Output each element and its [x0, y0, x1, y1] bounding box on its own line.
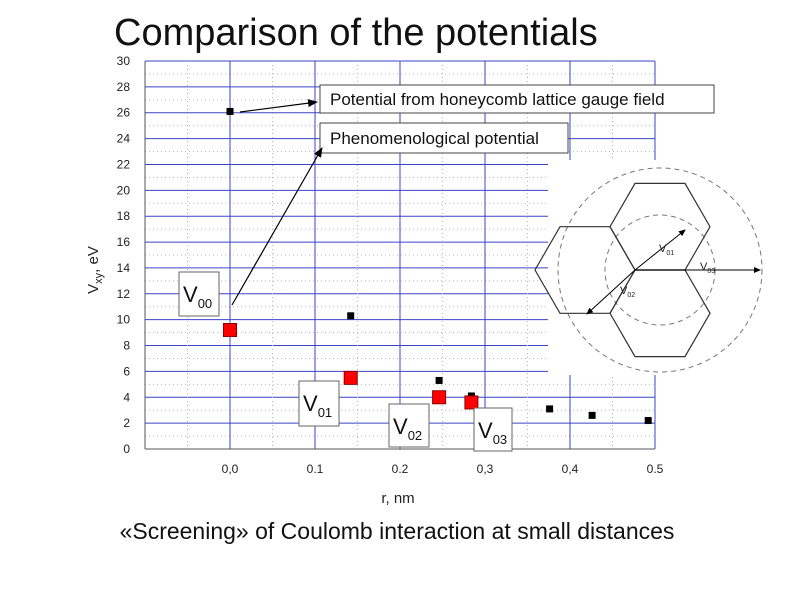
honeycomb-series-label-text: Potential from honeycomb lattice gauge f… — [330, 90, 665, 109]
point-label-frame — [388, 403, 430, 448]
y-tick-label: 28 — [117, 80, 131, 94]
y-tick-label: 4 — [123, 390, 130, 404]
y-tick-label: 0 — [123, 442, 130, 456]
x-tick-label: 0.5 — [647, 462, 664, 476]
honeycomb-series-label-frame — [319, 84, 715, 114]
honeycomb-point-2 — [435, 376, 443, 384]
slide-caption: «Screening» of Coulomb interaction at sm… — [119, 518, 675, 544]
point-label-03: V03 — [473, 407, 513, 452]
phenomenological-label-arrow — [231, 147, 323, 306]
honeycomb-label-arrow — [239, 99, 318, 113]
honeycomb-point-4 — [546, 405, 554, 413]
phenomenological-point-1 — [343, 370, 358, 385]
x-tick-label: 0,3 — [477, 462, 494, 476]
phenomenological-point-3 — [464, 395, 479, 410]
inset-label-03: V03 — [700, 261, 715, 275]
x-tick-label: 0.2 — [392, 462, 409, 476]
y-tick-label: 10 — [117, 313, 131, 327]
slide-title: Comparison of the potentials — [114, 12, 598, 54]
point-label-text: V00 — [183, 282, 212, 311]
v02-arrow — [586, 269, 636, 315]
point-label-text: V03 — [478, 418, 507, 447]
y-tick-label: 2 — [123, 416, 130, 430]
x-tick-label: 0.1 — [307, 462, 324, 476]
point-label-text: V02 — [393, 414, 422, 443]
y-tick-label: 8 — [123, 339, 130, 353]
y-tick-label: 16 — [117, 235, 131, 249]
honeycomb-point-5 — [588, 411, 596, 419]
inset-label-01: V01 — [659, 243, 674, 257]
point-label-frame — [473, 407, 513, 452]
y-tick-label: 18 — [117, 209, 131, 223]
y-tick-label: 30 — [117, 54, 131, 68]
point-label-02: V02 — [388, 403, 430, 448]
y-tick-label: 20 — [117, 183, 131, 197]
hexagon-inset: V01 V02 V03 — [534, 160, 763, 375]
y-tick-label: 14 — [117, 261, 131, 275]
phenomenological-series-label: Phenomenological potential — [319, 122, 569, 154]
y-tick-label: 6 — [123, 364, 130, 378]
inset-label-02: V02 — [620, 285, 635, 299]
point-label-frame — [178, 271, 220, 317]
phenomenological-series-label-text: Phenomenological potential — [330, 129, 539, 148]
inset-background — [548, 160, 760, 375]
point-label-01: V01 — [298, 380, 340, 427]
y-tick-label: 22 — [117, 157, 131, 171]
x-axis-label: r, nm — [381, 490, 414, 507]
phenomenological-series-label-frame — [319, 122, 569, 154]
outer-dashed-circle — [557, 167, 763, 373]
y-tick-label: 24 — [117, 132, 131, 146]
phenomenological-point-0 — [223, 323, 237, 338]
phenomenological-point-2 — [432, 390, 447, 405]
point-label-00: V00 — [178, 271, 220, 317]
point-label-frame — [298, 380, 340, 427]
x-tick-label: 0,0 — [222, 462, 239, 476]
honeycomb-point-0 — [226, 107, 234, 115]
honeycomb-series-label: Potential from honeycomb lattice gauge f… — [319, 84, 715, 114]
v01-arrow — [634, 229, 686, 271]
y-tick-label: 26 — [117, 106, 131, 120]
honeycomb-point-1 — [347, 312, 355, 320]
point-label-text: V01 — [303, 391, 332, 420]
honeycomb-point-6 — [644, 417, 652, 425]
y-axis-label: Vxy, eV — [85, 246, 105, 294]
marks-layer — [223, 107, 652, 425]
lattice-hexagon — [534, 226, 636, 314]
x-tick-label: 0,4 — [562, 462, 579, 476]
annotation-layer: Potential from honeycomb lattice gauge f… — [178, 84, 715, 452]
y-tick-label: 12 — [117, 287, 131, 301]
